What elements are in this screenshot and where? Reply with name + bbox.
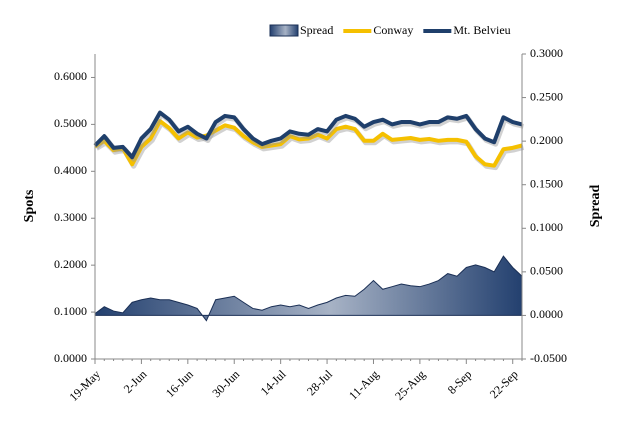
x-tick-label: 19-May (66, 367, 103, 404)
line-series (93, 110, 523, 160)
x-tick-label: 16-Jun (163, 367, 196, 400)
y-tick-label: 0.5000 (54, 116, 87, 130)
legend-label: Mt. Belvieu (453, 23, 510, 37)
y2-tick-label: 0.3000 (530, 46, 563, 60)
legend-swatch (269, 24, 299, 37)
line-series (94, 112, 525, 162)
legend-label: Spread (300, 23, 333, 37)
x-tick-label: 11-Aug (346, 367, 382, 403)
y-tick-label: 0.6000 (54, 69, 87, 83)
y2-tick-label: 0.0500 (530, 264, 563, 278)
y-tick-label: 0.4000 (54, 163, 87, 177)
y2-axis-title: Spread (588, 185, 603, 228)
x-tick-label: 8-Sep (445, 367, 475, 397)
y2-tick-label: 0.1500 (530, 176, 563, 190)
y-tick-label: 0.1000 (54, 304, 87, 318)
x-tick-label: 2-Jun (121, 367, 150, 396)
y2-tick-label: 0.0000 (530, 307, 563, 321)
y2-tick-label: 0.1000 (530, 220, 563, 234)
y2-tick-label: -0.0500 (530, 351, 567, 365)
x-tick-label: 28-Jul (304, 367, 336, 399)
y-tick-label: 0.0000 (54, 351, 87, 365)
line-series (93, 119, 523, 168)
y2-tick-label: 0.2500 (530, 89, 563, 103)
y-tick-label: 0.2000 (54, 257, 87, 271)
legend-label: Conway (373, 23, 413, 37)
line-series (95, 120, 525, 171)
y-axis-title: Spots (22, 189, 37, 222)
x-tick-label: 14-Jul (258, 367, 290, 399)
area-series (94, 255, 523, 322)
y2-tick-label: 0.2000 (530, 133, 563, 147)
x-tick-label: 22-Sep (487, 367, 521, 401)
y-tick-label: 0.3000 (54, 210, 87, 224)
x-tick-label: 30-Jun (209, 367, 242, 400)
x-tick-label: 25-Aug (392, 367, 428, 403)
